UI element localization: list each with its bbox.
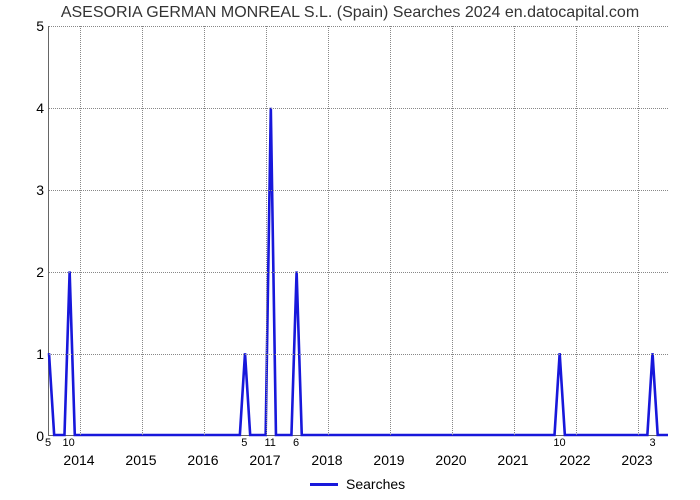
x-tick-label: 2020 (435, 452, 466, 468)
x-tick-label: 2018 (311, 452, 342, 468)
point-value-label: 6 (293, 437, 299, 449)
x-tick-label: 2017 (249, 452, 280, 468)
chart-title: ASESORIA GERMAN MONREAL S.L. (Spain) Sea… (0, 4, 700, 22)
plot-area (48, 26, 668, 436)
point-value-label: 11 (264, 437, 275, 449)
gridline-v (80, 26, 81, 435)
x-tick-label: 2019 (373, 452, 404, 468)
gridline-v (390, 26, 391, 435)
point-value-label: 5 (45, 437, 51, 449)
point-value-label: 10 (63, 437, 75, 449)
x-tick-label: 2014 (63, 452, 94, 468)
gridline-v (514, 26, 515, 435)
point-value-label: 3 (649, 437, 655, 449)
x-tick-label: 2021 (497, 452, 528, 468)
y-tick-label: 3 (28, 182, 44, 198)
y-tick-label: 2 (28, 264, 44, 280)
gridline-v (142, 26, 143, 435)
gridline-v (204, 26, 205, 435)
gridline-v (328, 26, 329, 435)
chart-container: { "chart": { "type": "line", "title": "A… (0, 0, 700, 500)
legend-swatch (310, 483, 338, 486)
x-tick-label: 2023 (621, 452, 652, 468)
legend-label: Searches (346, 476, 405, 492)
y-tick-label: 1 (28, 346, 44, 362)
point-value-label: 10 (553, 437, 565, 449)
y-tick-label: 5 (28, 18, 44, 34)
x-tick-label: 2022 (559, 452, 590, 468)
gridline-v (452, 26, 453, 435)
x-tick-label: 2015 (125, 452, 156, 468)
legend: Searches (310, 476, 405, 492)
gridline-v (266, 26, 267, 435)
gridline-v (638, 26, 639, 435)
point-value-label: 5 (241, 437, 247, 449)
y-tick-label: 4 (28, 100, 44, 116)
y-tick-label: 0 (28, 428, 44, 444)
x-tick-label: 2016 (187, 452, 218, 468)
gridline-v (576, 26, 577, 435)
